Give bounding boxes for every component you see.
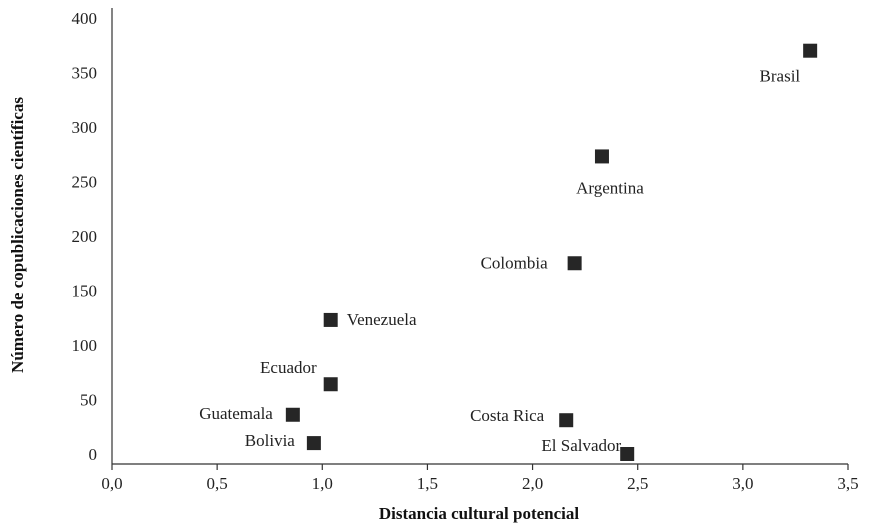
data-points: Brasil Argentina Colombia Venezuela Ecuador G… (199, 43, 818, 461)
point-label-costa-rica: Costa Rica (470, 406, 545, 425)
data-point-guatemala (285, 407, 300, 422)
point-label-brasil: Brasil (760, 67, 801, 86)
y-tick-group: 0 50 100 150 200 250 300 350 400 (72, 9, 98, 464)
point-label-ecuador: Ecuador (260, 358, 317, 377)
y-tick-label: 100 (72, 336, 98, 355)
x-tick-label: 1,5 (417, 474, 438, 493)
point-label-bolivia: Bolivia (245, 431, 296, 450)
x-tick-label: 2,5 (627, 474, 648, 493)
data-point-el-salvador (620, 447, 635, 461)
y-tick-label: 350 (72, 64, 98, 83)
x-tick-group: 0,0 0,5 1,0 1,5 2,0 2,5 3,0 3,5 (101, 464, 859, 493)
x-tick-label: 2,0 (522, 474, 543, 493)
point-label-el-salvador: El Salvador (541, 436, 621, 455)
y-tick-label: 0 (89, 445, 98, 464)
y-tick-label: 150 (72, 282, 98, 301)
data-point-brasil (803, 43, 818, 58)
data-point-ecuador (323, 377, 338, 392)
y-tick-label: 200 (72, 227, 98, 246)
y-axis-title: Número de copublicaciones científicas (8, 97, 27, 373)
x-tick-label: 0,5 (207, 474, 228, 493)
point-label-guatemala: Guatemala (199, 404, 273, 423)
x-tick-label: 3,5 (837, 474, 858, 493)
axes (111, 8, 848, 465)
y-tick-label: 300 (72, 118, 98, 137)
data-point-colombia (567, 256, 582, 271)
data-point-costa-rica (559, 413, 574, 428)
x-tick-label: 3,0 (732, 474, 753, 493)
x-tick-label: 0,0 (101, 474, 122, 493)
x-axis-title: Distancia cultural potencial (379, 504, 579, 523)
data-point-bolivia (306, 436, 321, 451)
point-label-colombia: Colombia (481, 253, 549, 272)
y-tick-label: 400 (72, 9, 98, 28)
y-tick-label: 250 (72, 173, 98, 192)
point-label-venezuela: Venezuela (347, 310, 417, 329)
x-tick-label: 1,0 (312, 474, 333, 493)
point-label-argentina: Argentina (576, 178, 644, 197)
y-tick-label: 50 (80, 391, 97, 410)
data-point-argentina (594, 149, 609, 164)
data-point-venezuela (323, 312, 338, 327)
